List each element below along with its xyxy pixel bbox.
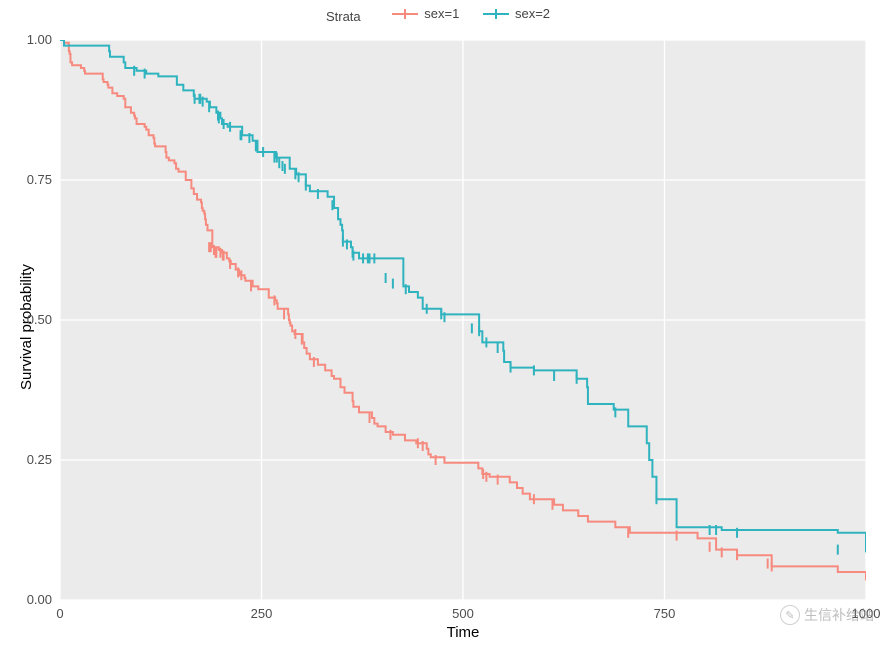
chart-container: Strata sex=1 sex=2 Survival probability … [0,0,886,645]
plot-panel [60,40,866,600]
legend-swatch-2 [483,7,509,21]
y-axis-label: Survival probability [18,264,35,390]
x-tick-label: 500 [438,606,488,621]
x-tick-label: 0 [35,606,85,621]
x-tick-label: 750 [640,606,690,621]
legend: Strata sex=1 sex=2 [0,6,886,24]
legend-title: Strata [326,9,361,24]
legend-label-2: sex=2 [515,6,550,21]
wechat-icon: ✎ [780,605,800,625]
y-tick-label: 0.75 [12,172,52,187]
legend-item-sex1: sex=1 [392,6,459,21]
watermark: ✎ 生信补给站 [780,605,874,625]
legend-label-1: sex=1 [424,6,459,21]
y-tick-label: 1.00 [12,32,52,47]
y-tick-label: 0.00 [12,592,52,607]
y-tick-label: 0.50 [12,312,52,327]
plot-svg [60,40,866,600]
legend-swatch-1 [392,7,418,21]
y-tick-label: 0.25 [12,452,52,467]
watermark-text: 生信补给站 [804,605,874,625]
legend-item-sex2: sex=2 [483,6,550,21]
x-tick-label: 250 [237,606,287,621]
x-axis-label: Time [60,624,866,641]
